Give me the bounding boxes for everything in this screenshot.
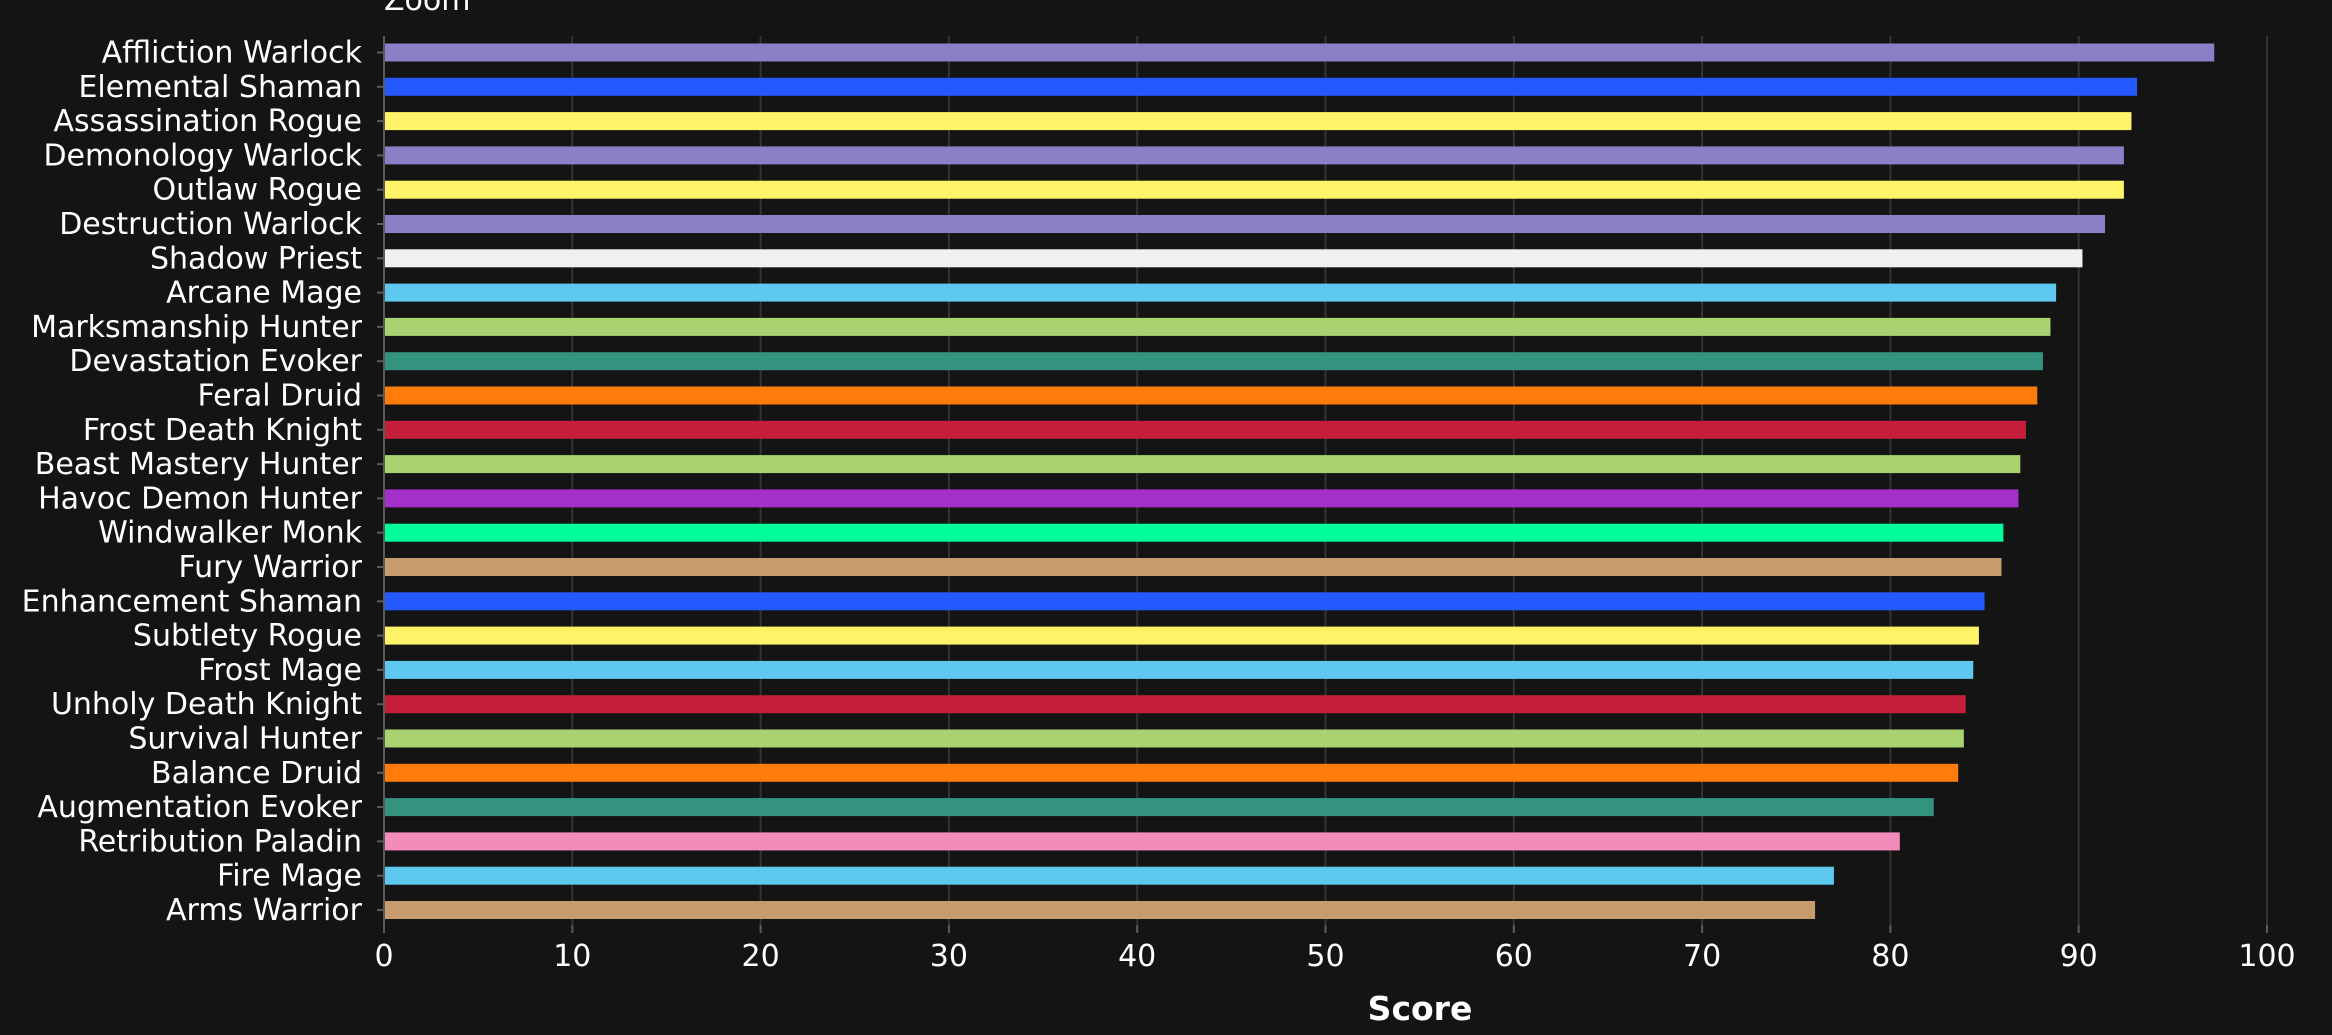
- category-label: Destruction Warlock: [59, 207, 362, 242]
- bar[interactable]: [385, 249, 2083, 268]
- bar[interactable]: [385, 146, 2124, 165]
- bar[interactable]: [385, 901, 1816, 919]
- bar[interactable]: [385, 832, 1900, 851]
- grid-lines: [571, 36, 2268, 925]
- category-label: Arcane Mage: [166, 276, 362, 311]
- x-tick-label: 20: [742, 939, 780, 974]
- x-tick-label: 40: [1118, 939, 1156, 974]
- x-tick-label: 0: [374, 939, 393, 974]
- category-label: Affliction Warlock: [102, 36, 363, 71]
- x-tick-label: 10: [553, 939, 591, 974]
- x-tick-label: 80: [1871, 939, 1909, 974]
- category-label: Devastation Evoker: [69, 344, 362, 379]
- bar[interactable]: [385, 626, 1979, 645]
- category-label: Enhancement Shaman: [22, 584, 362, 619]
- bar[interactable]: [385, 215, 2106, 233]
- category-label: Retribution Paladin: [78, 824, 362, 859]
- category-label: Elemental Shaman: [78, 70, 362, 105]
- bar[interactable]: [385, 43, 2215, 62]
- category-label: Shadow Priest: [150, 241, 362, 276]
- bar[interactable]: [385, 283, 2057, 302]
- axes: [377, 36, 2268, 933]
- bars: [385, 43, 2215, 919]
- category-label: Assassination Rogue: [53, 104, 362, 139]
- bar[interactable]: [385, 317, 2051, 336]
- x-tick-labels: 0 10 20 30 40 50 60 70 80 90 100: [374, 939, 2295, 974]
- category-label: Subtlety Rogue: [133, 619, 362, 654]
- category-label: Balance Druid: [151, 756, 362, 791]
- category-label: Augmentation Evoker: [37, 790, 362, 825]
- bar[interactable]: [385, 112, 2132, 131]
- category-label: Fire Mage: [217, 859, 362, 894]
- category-label: Survival Hunter: [128, 722, 362, 757]
- bar[interactable]: [385, 489, 2019, 508]
- category-label: Frost Mage: [198, 653, 362, 688]
- bar[interactable]: [385, 523, 2004, 542]
- category-label: Beast Mastery Hunter: [35, 447, 363, 482]
- bar[interactable]: [385, 420, 2026, 439]
- x-tick-label: 100: [2238, 939, 2295, 974]
- x-tick-label: 60: [1495, 939, 1533, 974]
- bar[interactable]: [385, 455, 2021, 474]
- category-label: Unholy Death Knight: [51, 687, 362, 722]
- category-label: Fury Warrior: [178, 550, 362, 585]
- bar[interactable]: [385, 763, 1959, 782]
- bar[interactable]: [385, 180, 2124, 199]
- bar[interactable]: [385, 866, 1834, 885]
- bar[interactable]: [385, 386, 2038, 405]
- bar[interactable]: [385, 352, 2043, 371]
- bar[interactable]: [385, 695, 1966, 714]
- x-axis-title: Score: [1368, 989, 1473, 1028]
- category-label: Windwalker Monk: [98, 516, 363, 551]
- category-label: Demonology Warlock: [43, 138, 362, 173]
- zoom-label[interactable]: Zoom: [384, 0, 470, 18]
- x-tick-label: 50: [1306, 939, 1344, 974]
- x-tick-label: 70: [1683, 939, 1721, 974]
- x-tick-label: 90: [2060, 939, 2098, 974]
- category-label: Arms Warrior: [166, 893, 363, 928]
- x-tick-label: 30: [930, 939, 968, 974]
- category-label: Outlaw Rogue: [152, 173, 362, 208]
- bar[interactable]: [385, 798, 1934, 817]
- bar[interactable]: [385, 558, 2002, 576]
- bar[interactable]: [385, 592, 1985, 611]
- bar[interactable]: [385, 660, 1974, 679]
- category-label: Havoc Demon Hunter: [38, 481, 363, 516]
- category-label: Marksmanship Hunter: [31, 310, 363, 345]
- bar[interactable]: [385, 729, 1964, 748]
- category-label: Feral Druid: [198, 379, 363, 414]
- bar[interactable]: [385, 77, 2138, 96]
- category-label: Frost Death Knight: [83, 413, 362, 448]
